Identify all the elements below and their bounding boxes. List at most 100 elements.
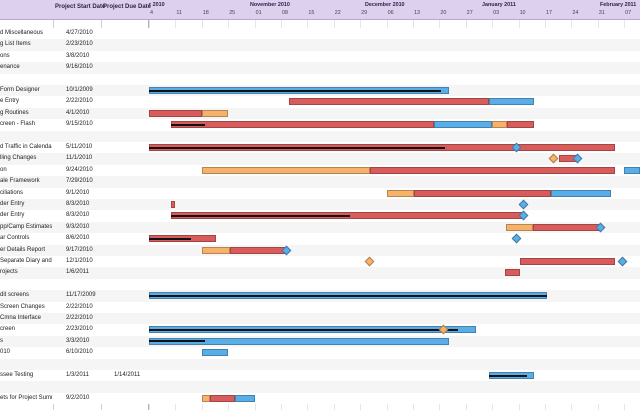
task-name: ets for Project Summar — [0, 394, 52, 401]
month-label: r 2010 — [149, 2, 165, 8]
task-start-date: 2/22/2010 — [66, 98, 93, 105]
task-name: enance — [0, 64, 20, 71]
start-date-column-header[interactable]: Project Start Date — [55, 4, 106, 10]
task-name: e Entry — [0, 98, 20, 105]
task-row[interactable]: ciliations 9/1/2010 — [0, 187, 640, 199]
progress-line — [149, 146, 446, 149]
week-tick-label: 31 — [598, 10, 605, 16]
task-row[interactable]: ons 3/8/2010 — [0, 50, 640, 63]
orange-task-bar[interactable] — [387, 189, 415, 197]
task-name: creen - Flash — [0, 121, 36, 128]
task-name: dit screens — [0, 292, 30, 299]
red-task-bar[interactable] — [171, 201, 175, 208]
milestone-diamond-icon[interactable] — [511, 233, 522, 244]
week-tick-label: 06 — [387, 10, 394, 16]
orange-task-bar[interactable] — [202, 246, 230, 254]
task-name: s — [0, 337, 3, 344]
blue-task-bar[interactable] — [234, 394, 255, 402]
task-row[interactable]: rojects 1/6/2011 — [0, 267, 640, 279]
task-name: d Traffic in Calendar a — [0, 144, 52, 150]
task-row[interactable]: der Entry 8/3/2010 — [0, 199, 640, 211]
task-row[interactable]: Separate Diary and To 12/1/2010 — [0, 256, 640, 268]
red-task-bar[interactable] — [519, 258, 616, 265]
task-row[interactable]: ets for Project Summar 9/2/2010 — [0, 392, 640, 405]
task-row[interactable]: g List Items 2/23/2010 — [0, 39, 640, 51]
progress-line — [149, 294, 547, 297]
task-row[interactable] — [0, 73, 640, 85]
task-row[interactable]: on 9/24/2010 — [0, 164, 640, 177]
task-row[interactable]: 010 6/10/2010 — [0, 347, 640, 359]
orange-task-bar[interactable] — [505, 223, 533, 231]
blue-task-bar[interactable] — [434, 121, 492, 129]
task-row[interactable]: ale Framework 7/29/2010 — [0, 176, 640, 188]
task-name: g Routines — [0, 109, 29, 116]
task-name: ssee Testing — [0, 372, 34, 378]
task-name: Form Designer — [0, 87, 40, 93]
task-row[interactable]: Form Designer 10/1/2009 — [0, 85, 640, 97]
task-start-date: 5/11/2010 — [66, 144, 93, 150]
task-row[interactable]: dit screens 11/17/2009 — [0, 290, 640, 302]
red-task-bar[interactable] — [171, 121, 435, 129]
week-tick-label: 29 — [361, 10, 368, 16]
task-name: der Entry — [0, 201, 25, 207]
milestone-diamond-icon[interactable] — [364, 256, 375, 267]
task-row[interactable]: e Entry 2/22/2010 — [0, 96, 640, 108]
task-start-date: 11/17/2009 — [66, 292, 96, 299]
blue-task-bar[interactable] — [489, 98, 535, 106]
task-name: ciliations — [0, 189, 24, 196]
task-name: g List Items — [0, 41, 31, 48]
milestone-diamond-icon[interactable] — [518, 199, 529, 210]
week-tick-label: 25 — [229, 10, 236, 16]
progress-line — [149, 89, 442, 92]
red-task-bar[interactable] — [288, 98, 490, 106]
task-row[interactable]: der Entry 8/3/2010 — [0, 210, 640, 222]
red-task-bar[interactable] — [532, 223, 601, 231]
red-task-bar[interactable] — [414, 189, 551, 197]
task-row[interactable]: ar Controls 8/6/2010 — [0, 233, 640, 245]
task-start-date: 8/6/2010 — [66, 235, 90, 242]
week-tick-label: 03 — [493, 10, 500, 16]
task-row[interactable]: Screen Changes 2/22/2010 — [0, 301, 640, 313]
blue-task-bar[interactable] — [624, 166, 640, 174]
task-start-date: 9/3/2010 — [66, 223, 90, 230]
task-name: creen — [0, 326, 16, 333]
task-row[interactable] — [0, 278, 640, 291]
task-name: rojects — [0, 269, 18, 276]
red-task-bar[interactable] — [230, 246, 287, 254]
red-task-bar[interactable] — [210, 394, 235, 402]
red-task-bar[interactable] — [504, 269, 520, 277]
week-tick-label: 01 — [255, 10, 262, 16]
orange-task-bar[interactable] — [202, 166, 370, 174]
task-row[interactable]: g Routines 4/1/2010 — [0, 107, 640, 120]
task-row[interactable]: Cmna Interface 2/22/2010 — [0, 313, 640, 325]
orange-task-bar[interactable] — [491, 121, 508, 129]
task-row[interactable]: er Details Report 9/17/2010 — [0, 244, 640, 256]
task-row[interactable]: lling Changes 11/1/2010 — [0, 153, 640, 165]
due-date-column-header[interactable]: Project Due Date — [103, 4, 152, 10]
blue-task-bar[interactable] — [202, 349, 228, 357]
task-row[interactable] — [0, 358, 640, 370]
red-task-bar[interactable] — [149, 109, 203, 117]
task-row[interactable]: enance 9/16/2010 — [0, 62, 640, 74]
task-start-date: 8/3/2010 — [66, 201, 90, 207]
milestone-diamond-icon[interactable] — [617, 256, 628, 267]
task-row[interactable]: d Miscellaneous 4/27/2010 — [0, 28, 640, 40]
red-task-bar[interactable] — [369, 166, 616, 174]
task-row[interactable]: s 3/3/2010 — [0, 335, 640, 348]
orange-task-bar[interactable] — [202, 109, 228, 117]
week-tick-label: 11 — [176, 10, 182, 16]
orange-task-bar[interactable] — [202, 394, 211, 402]
task-start-date: 7/29/2010 — [66, 178, 93, 185]
task-row[interactable]: d Traffic in Calendar a 5/11/2010 — [0, 142, 640, 154]
task-row[interactable]: creen - Flash 9/15/2010 — [0, 119, 640, 131]
red-task-bar[interactable] — [507, 121, 535, 129]
task-start-date: 3/3/2010 — [66, 337, 90, 344]
task-row[interactable]: pp/Camp Estimates 9/3/2010 — [0, 221, 640, 234]
milestone-diamond-icon[interactable] — [548, 153, 559, 164]
blue-task-bar[interactable] — [550, 189, 611, 197]
task-row[interactable] — [0, 381, 640, 393]
task-row[interactable]: creen 2/23/2010 — [0, 324, 640, 336]
task-row[interactable] — [0, 130, 640, 142]
task-start-date: 1/6/2011 — [66, 269, 89, 276]
task-row[interactable]: ssee Testing 1/3/2011 1/14/2011 — [0, 370, 640, 382]
